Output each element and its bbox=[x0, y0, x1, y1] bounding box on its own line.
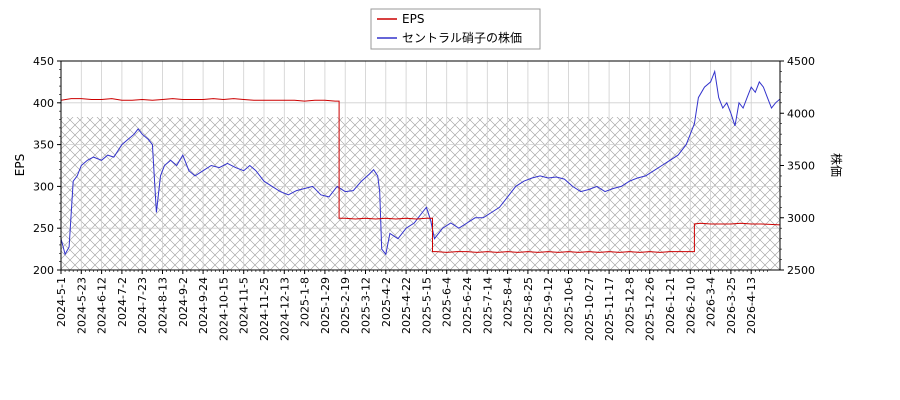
x-tick-label: 2024-7-2 bbox=[116, 277, 129, 327]
y-left-tick-label: 200 bbox=[33, 264, 54, 277]
y-right-label: 株価 bbox=[829, 153, 844, 177]
x-tick-label: 2025-10-27 bbox=[583, 277, 596, 341]
x-tick-label: 2024-7-23 bbox=[136, 277, 149, 334]
x-tick-label: 2024-11-5 bbox=[238, 277, 251, 334]
y-left-tick-label: 400 bbox=[33, 97, 54, 110]
y-right-tick-label: 4500 bbox=[787, 55, 815, 68]
y-left-tick-label: 250 bbox=[33, 222, 54, 235]
x-tick-label: 2025-3-12 bbox=[360, 277, 373, 334]
x-tick-label: 2026-3-4 bbox=[705, 277, 718, 327]
hatch-band bbox=[61, 117, 780, 271]
axes: 2024-5-1 2024-5-23 2024-6-12 2024-7-2 2024-7… bbox=[33, 55, 815, 341]
x-tick-label: 2024-9-2 bbox=[177, 277, 190, 327]
x-tick-label: 2025-9-12 bbox=[542, 277, 555, 334]
x-tick-label: 2026-2-10 bbox=[684, 277, 697, 334]
y-right-tick-label: 3500 bbox=[787, 160, 815, 173]
x-tick-label: 2025-12-26 bbox=[644, 277, 657, 341]
x-tick-label: 2025-2-19 bbox=[339, 277, 352, 334]
series-line-price bbox=[61, 69, 780, 256]
legend-box bbox=[370, 8, 541, 50]
x-tick-label: 2025-6-24 bbox=[461, 277, 474, 334]
x-tick-label: 2025-4-2 bbox=[380, 277, 393, 327]
x-tick-label: 2026-1-21 bbox=[664, 277, 677, 334]
series-line-eps bbox=[61, 98, 780, 253]
legend-label-eps: EPS bbox=[402, 12, 424, 26]
x-tick-label: 2024-10-15 bbox=[217, 277, 230, 341]
x-tick-label: 2025-7-14 bbox=[481, 277, 494, 334]
x-tick-label: 2025-6-4 bbox=[441, 277, 454, 327]
y-right-tick-label: 2500 bbox=[787, 264, 815, 277]
y-left-tick-label: 350 bbox=[33, 139, 54, 152]
y-left-label: EPS bbox=[13, 154, 27, 176]
x-tick-label: 2025-11-17 bbox=[603, 277, 616, 341]
x-tick-label: 2025-1-29 bbox=[319, 277, 332, 334]
x-tick-label: 2026-4-13 bbox=[745, 277, 758, 334]
x-tick-label: 2024-5-1 bbox=[55, 277, 68, 327]
y-left-tick-label: 450 bbox=[33, 55, 54, 68]
x-tick-label: 2024-9-24 bbox=[197, 277, 210, 334]
series-group bbox=[61, 69, 780, 256]
x-tick-label: 2025-8-4 bbox=[502, 277, 515, 327]
x-tick-label: 2024-5-23 bbox=[75, 277, 88, 334]
x-tick-label: 2025-5-15 bbox=[420, 277, 433, 334]
x-tick-label: 2024-8-13 bbox=[157, 277, 170, 334]
x-tick-label: 2026-3-25 bbox=[725, 277, 738, 334]
legend-label-price: セントラル硝子の株価 bbox=[402, 30, 522, 45]
y-right-tick-label: 4000 bbox=[787, 107, 815, 120]
x-tick-label: 2024-12-13 bbox=[278, 277, 291, 341]
x-tick-label: 2024-6-12 bbox=[96, 277, 109, 334]
y-right-tick-label: 3000 bbox=[787, 212, 815, 225]
x-tick-label: 2025-10-6 bbox=[563, 277, 576, 334]
x-tick-label: 2025-4-22 bbox=[400, 277, 413, 334]
x-tick-label: 2024-11-25 bbox=[258, 277, 271, 341]
x-tick-label: 2025-1-8 bbox=[299, 277, 312, 327]
legend: EPS セントラル硝子の株価 bbox=[370, 8, 541, 50]
x-tick-label: 2025-12-8 bbox=[623, 277, 636, 334]
y-left-tick-label: 300 bbox=[33, 180, 54, 193]
x-tick-label: 2025-8-25 bbox=[522, 277, 535, 334]
